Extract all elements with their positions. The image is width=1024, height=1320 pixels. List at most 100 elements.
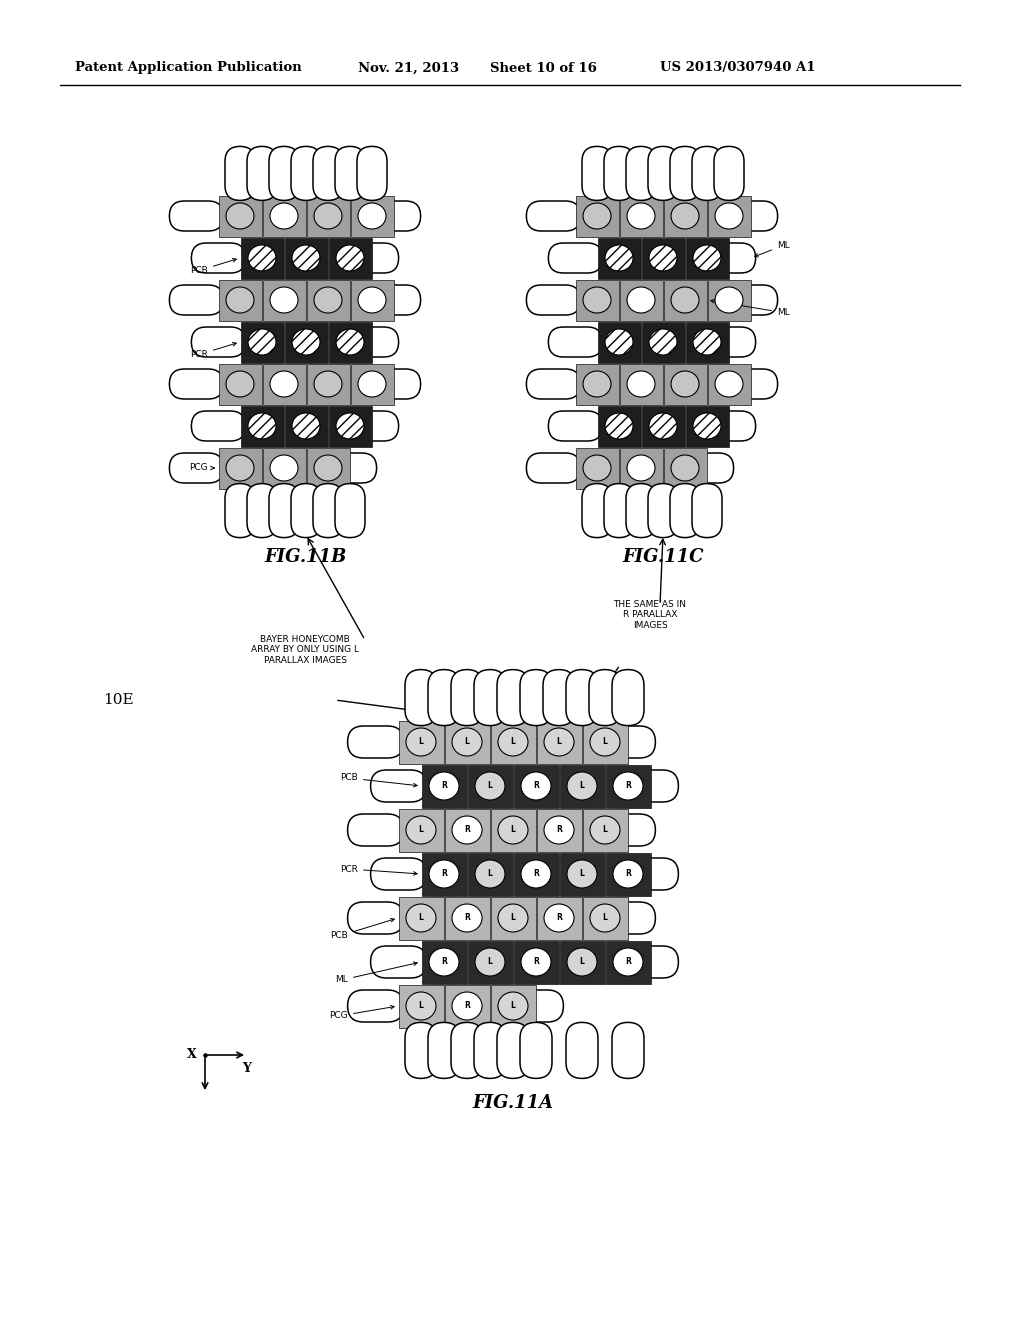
Ellipse shape <box>583 286 611 313</box>
Ellipse shape <box>498 729 528 756</box>
Bar <box>218 195 261 236</box>
FancyBboxPatch shape <box>724 285 777 315</box>
Ellipse shape <box>429 861 459 888</box>
FancyBboxPatch shape <box>724 201 777 231</box>
Bar <box>708 363 751 404</box>
Bar <box>583 808 628 851</box>
FancyBboxPatch shape <box>335 483 365 537</box>
Ellipse shape <box>226 286 254 313</box>
Ellipse shape <box>429 948 459 975</box>
FancyBboxPatch shape <box>670 147 700 201</box>
Text: FIG.11A: FIG.11A <box>472 1094 554 1111</box>
Bar <box>218 363 261 404</box>
Text: L: L <box>511 913 515 923</box>
Bar <box>329 322 372 363</box>
Ellipse shape <box>627 286 655 313</box>
FancyBboxPatch shape <box>191 327 246 356</box>
Text: R: R <box>464 825 470 834</box>
Text: L: L <box>487 957 493 966</box>
Text: BAYER HONEYCOMB
ARRAY BY ONLY USING L
PARALLAX IMAGES: BAYER HONEYCOMB ARRAY BY ONLY USING L PA… <box>251 635 359 665</box>
Ellipse shape <box>406 729 436 756</box>
Text: L: L <box>419 1002 424 1011</box>
Text: PCB: PCB <box>331 919 394 940</box>
Ellipse shape <box>649 329 677 355</box>
FancyBboxPatch shape <box>225 483 255 537</box>
Bar <box>575 447 618 488</box>
FancyBboxPatch shape <box>345 243 398 273</box>
Bar <box>597 322 640 363</box>
Bar <box>329 405 372 446</box>
FancyBboxPatch shape <box>313 147 343 201</box>
Text: L: L <box>580 870 585 879</box>
Ellipse shape <box>671 286 699 313</box>
FancyBboxPatch shape <box>508 990 563 1022</box>
FancyBboxPatch shape <box>347 726 403 758</box>
FancyBboxPatch shape <box>648 483 678 537</box>
FancyBboxPatch shape <box>428 1023 460 1078</box>
Text: FIG.11B: FIG.11B <box>265 548 347 566</box>
Text: PCB: PCB <box>190 259 237 275</box>
FancyBboxPatch shape <box>526 285 581 315</box>
FancyBboxPatch shape <box>191 243 246 273</box>
FancyBboxPatch shape <box>323 453 377 483</box>
FancyBboxPatch shape <box>549 243 602 273</box>
Ellipse shape <box>583 371 611 397</box>
Bar <box>285 322 328 363</box>
Ellipse shape <box>544 904 574 932</box>
Text: L: L <box>487 781 493 791</box>
Bar <box>490 896 536 940</box>
Bar <box>575 195 618 236</box>
Text: L: L <box>557 738 561 747</box>
Bar <box>605 853 650 895</box>
Bar <box>468 764 512 808</box>
Text: US 2013/0307940 A1: US 2013/0307940 A1 <box>660 62 815 74</box>
FancyBboxPatch shape <box>604 483 634 537</box>
Bar <box>241 322 284 363</box>
FancyBboxPatch shape <box>623 858 678 890</box>
Bar <box>664 363 707 404</box>
Text: X: X <box>187 1048 197 1061</box>
Text: PCR: PCR <box>190 342 237 359</box>
Ellipse shape <box>613 948 643 975</box>
FancyBboxPatch shape <box>474 669 506 726</box>
Text: Nov. 21, 2013: Nov. 21, 2013 <box>358 62 459 74</box>
Ellipse shape <box>693 329 721 355</box>
Ellipse shape <box>498 904 528 932</box>
Text: L: L <box>602 913 607 923</box>
FancyBboxPatch shape <box>406 669 437 726</box>
FancyBboxPatch shape <box>520 1023 552 1078</box>
Text: L: L <box>419 913 424 923</box>
Ellipse shape <box>649 246 677 271</box>
Ellipse shape <box>567 948 597 975</box>
Ellipse shape <box>671 203 699 228</box>
Bar <box>329 238 372 279</box>
Text: L: L <box>419 825 424 834</box>
FancyBboxPatch shape <box>269 483 299 537</box>
Bar <box>685 405 728 446</box>
Bar <box>285 405 328 446</box>
Text: R: R <box>625 957 631 966</box>
Text: R: R <box>625 870 631 879</box>
FancyBboxPatch shape <box>451 669 483 726</box>
Bar <box>306 280 349 321</box>
Ellipse shape <box>613 772 643 800</box>
Bar <box>398 985 443 1027</box>
FancyBboxPatch shape <box>247 483 278 537</box>
FancyBboxPatch shape <box>566 669 598 726</box>
Ellipse shape <box>270 371 298 397</box>
FancyBboxPatch shape <box>582 483 612 537</box>
Bar <box>262 280 305 321</box>
Bar <box>664 195 707 236</box>
FancyBboxPatch shape <box>371 770 427 803</box>
Ellipse shape <box>567 772 597 800</box>
Bar <box>490 808 536 851</box>
Ellipse shape <box>693 413 721 440</box>
FancyBboxPatch shape <box>345 411 398 441</box>
Ellipse shape <box>521 861 551 888</box>
Ellipse shape <box>590 729 620 756</box>
FancyBboxPatch shape <box>604 147 634 201</box>
Ellipse shape <box>521 948 551 975</box>
Ellipse shape <box>671 371 699 397</box>
FancyBboxPatch shape <box>313 483 343 537</box>
Ellipse shape <box>649 413 677 440</box>
